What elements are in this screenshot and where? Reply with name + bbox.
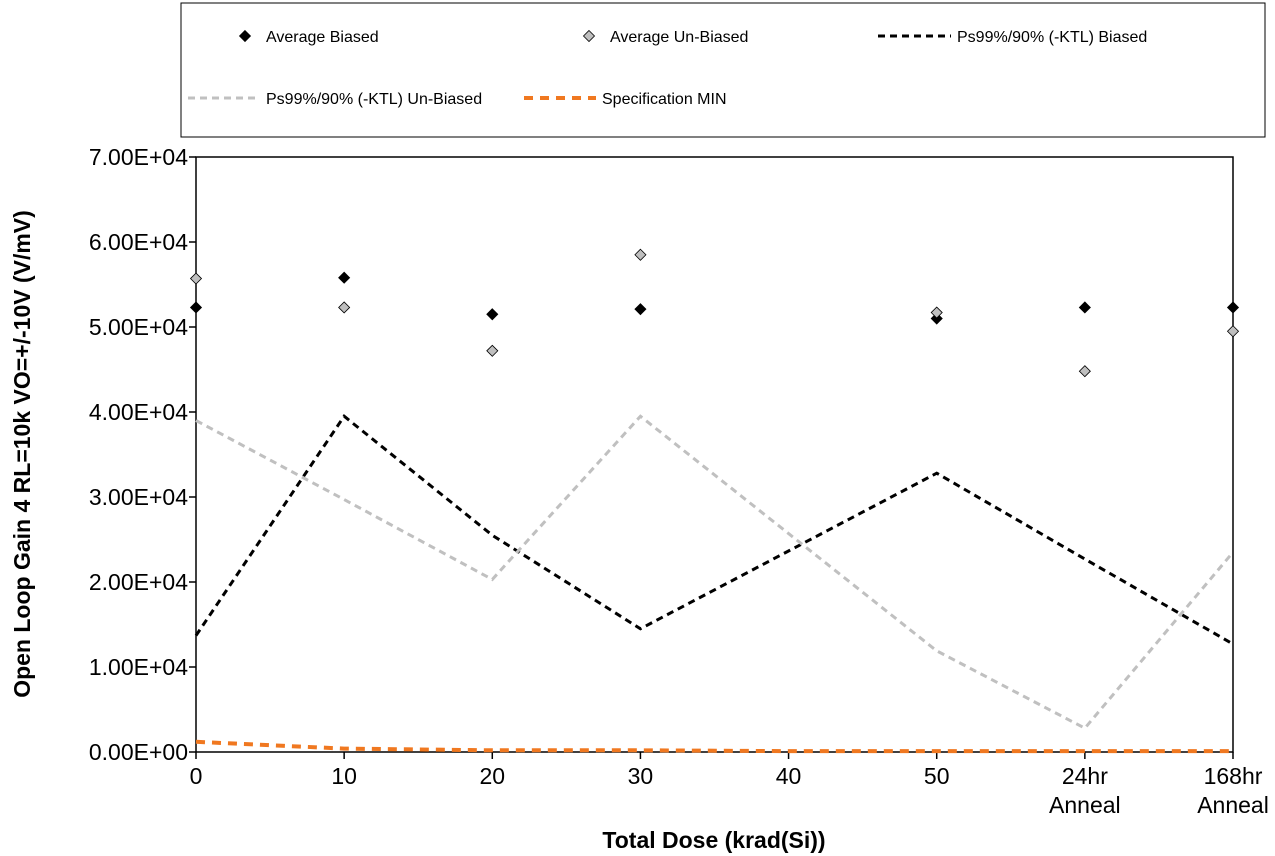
series-layer xyxy=(189,248,1240,754)
data-point-0 xyxy=(1078,301,1091,314)
y-tick-label: 2.00E+04 xyxy=(89,569,188,595)
x-tick-label: 168hr Anneal xyxy=(1197,763,1269,818)
legend-label: Average Un-Biased xyxy=(610,29,748,46)
series-line-3 xyxy=(195,414,1235,731)
y-tick-label: 1.00E+04 xyxy=(89,654,188,680)
legend-box xyxy=(180,2,1266,138)
data-point-0 xyxy=(486,308,499,321)
data-point-1 xyxy=(338,301,351,314)
x-tick-label: 30 xyxy=(628,763,654,789)
legend-label: Average Biased xyxy=(266,29,379,46)
legend-label: Specification MIN xyxy=(602,91,727,108)
x-axis-label: Total Dose (krad(Si)) xyxy=(602,827,825,853)
data-point-0 xyxy=(189,301,203,314)
series-line-4 xyxy=(195,739,1233,754)
legend-label: Ps99%/90% (-KTL) Biased xyxy=(957,29,1147,46)
data-point-0 xyxy=(1226,301,1240,314)
legend-marker xyxy=(582,29,596,43)
x-tick-label-line: 20 xyxy=(479,763,505,789)
y-tick-label: 7.00E+04 xyxy=(89,144,188,170)
x-tick-label: 0 xyxy=(190,763,203,789)
y-tick-label: 6.00E+04 xyxy=(89,229,188,255)
data-point-1 xyxy=(189,272,203,285)
data-point-1 xyxy=(634,248,647,261)
x-tick-label-line: 30 xyxy=(628,763,654,789)
x-tick-label-line: Anneal xyxy=(1049,792,1121,818)
y-tick-label: 3.00E+04 xyxy=(89,484,188,510)
data-point-0 xyxy=(338,271,351,284)
data-point-1 xyxy=(486,344,499,357)
x-tick-label: 24hr Anneal xyxy=(1049,763,1121,818)
x-tick-label-line: 40 xyxy=(776,763,802,789)
y-tick-label: 4.00E+04 xyxy=(89,399,188,425)
x-axis: 0 10 20 30 40 50 24hr Anneal 168hr Anneal xyxy=(190,752,1269,818)
plot-area xyxy=(195,156,1234,753)
data-point-0 xyxy=(634,303,647,316)
legend-label: Ps99%/90% (-KTL) Un-Biased xyxy=(266,91,482,108)
x-tick-label-line: 50 xyxy=(924,763,950,789)
x-tick-label-line: 24hr xyxy=(1062,763,1108,789)
y-tick-label: 0.00E+00 xyxy=(89,739,188,765)
legend-marker xyxy=(238,29,252,43)
x-tick-label: 10 xyxy=(331,763,357,789)
x-tick-label-line: Anneal xyxy=(1197,792,1269,818)
data-point-1 xyxy=(1078,365,1091,378)
x-tick-label: 20 xyxy=(479,763,505,789)
series-line-2 xyxy=(194,414,1234,646)
y-axis-label: Open Loop Gain 4 RL=10k VO=+/-10V (V/mV) xyxy=(9,210,35,698)
x-tick-label-line: 168hr xyxy=(1204,763,1263,789)
x-tick-label: 40 xyxy=(776,763,802,789)
y-tick-label: 5.00E+04 xyxy=(89,314,188,340)
legend: Average Biased Average Un-Biased Ps99%/90%… xyxy=(188,29,1147,108)
y-axis: 0.00E+00 1.00E+04 2.00E+04 3.00E+04 4.00E+04… xyxy=(89,144,196,765)
data-point-1 xyxy=(930,306,943,319)
x-tick-label-line: 0 xyxy=(190,763,203,789)
data-point-1 xyxy=(1226,325,1240,338)
x-tick-label: 50 xyxy=(924,763,950,789)
x-tick-label-line: 10 xyxy=(331,763,357,789)
